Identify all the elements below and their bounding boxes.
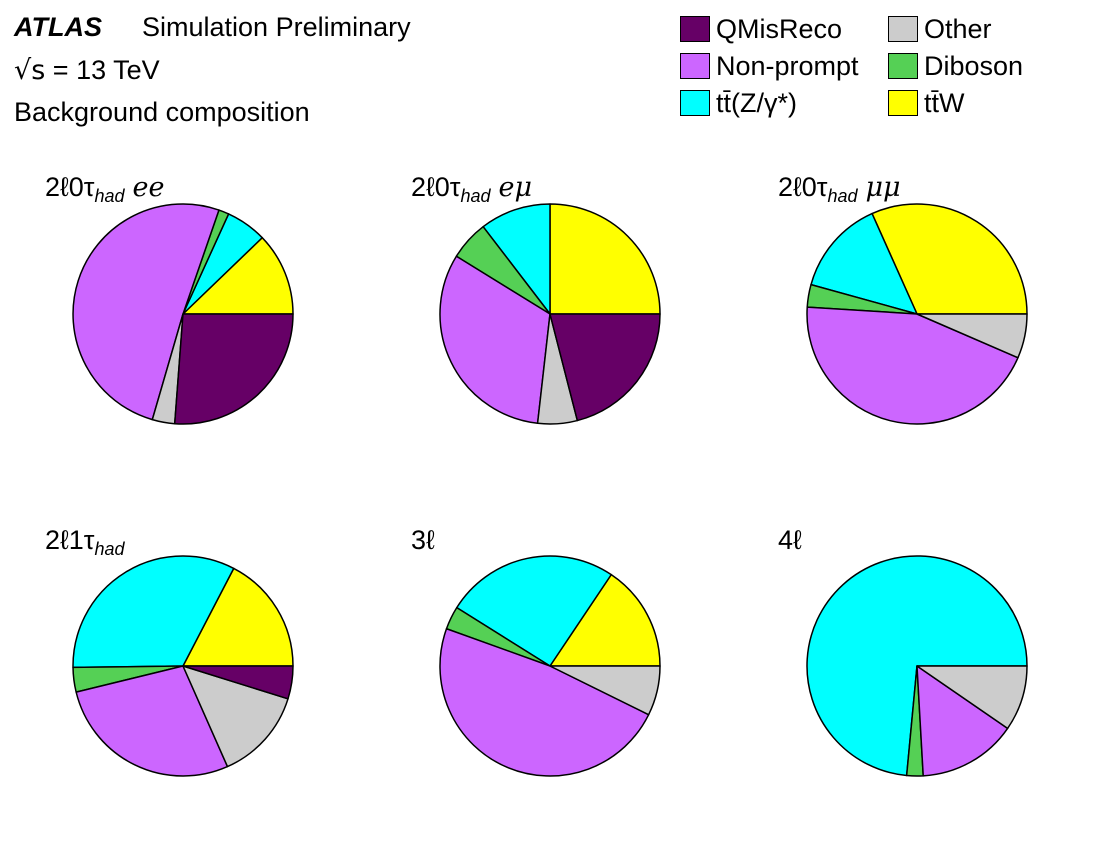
pie-slice-other xyxy=(916,313,1028,359)
legend-item-other: Other xyxy=(888,13,992,45)
pie-title-6: 4ℓ xyxy=(778,525,802,556)
legend-item-ttw: tt̄W xyxy=(888,87,965,119)
pie-slice-ttw xyxy=(549,573,661,667)
legend-label: Diboson xyxy=(924,50,1024,81)
legend-swatch xyxy=(888,16,918,42)
legend-label: tt̄(Z/γ*) xyxy=(716,87,797,118)
header-line-1: ATLAS Simulation Preliminary xyxy=(14,12,411,43)
energy-label: √s = 13 TeV xyxy=(14,55,160,86)
legend-label: Other xyxy=(924,13,992,44)
subtitle: Background composition xyxy=(14,97,310,127)
pie-title-main: 2ℓ1τ xyxy=(45,525,95,555)
pie-title-channel: μμ xyxy=(865,172,901,203)
pie-slice-other xyxy=(549,665,661,716)
legend-item-qmisreco: QMisReco xyxy=(680,13,842,45)
pie-title-main: 2ℓ0τ xyxy=(411,172,461,202)
pie-title-2: 2ℓ0τhad eμ xyxy=(411,172,532,207)
sqrt-s-symbol: √s xyxy=(14,55,46,86)
pie-slice-ttw xyxy=(871,203,1028,315)
pie-slice-non-prompt xyxy=(75,665,229,777)
simulation-label: Simulation Preliminary xyxy=(142,12,411,42)
legend-item-non-prompt: Non-prompt xyxy=(680,50,859,82)
pie-title-subscript: had xyxy=(460,186,491,206)
atlas-label: ATLAS xyxy=(14,12,102,42)
pie-slice-qmisreco xyxy=(182,665,294,700)
pie-slice-ttz xyxy=(456,555,613,667)
pie-title-subscript: had xyxy=(94,186,125,206)
pie-slice-qmisreco xyxy=(173,313,294,425)
legend-swatch xyxy=(680,90,710,116)
pie-slice-non-prompt xyxy=(806,306,1019,425)
pie-title-1: 2ℓ0τhad ee xyxy=(45,172,164,207)
pie-slice-ttz xyxy=(72,555,235,669)
legend-label: QMisReco xyxy=(716,13,843,44)
pie-slice-ttw xyxy=(182,567,294,667)
pie-chart-6 xyxy=(806,555,1028,777)
pie-slice-ttz xyxy=(810,212,918,315)
pie-slice-ttw xyxy=(549,203,661,315)
pie-slice-non-prompt xyxy=(439,255,551,425)
pie-title-channel: eμ xyxy=(498,172,533,203)
pie-title-main: 2ℓ0τ xyxy=(45,172,95,202)
pie-title-3: 2ℓ0τhad μμ xyxy=(778,172,901,207)
pie-slice-non-prompt xyxy=(439,627,650,777)
pie-slice-non-prompt xyxy=(916,665,1009,777)
legend-swatch xyxy=(680,16,710,42)
legend-swatch xyxy=(680,53,710,79)
pie-slice-other xyxy=(916,665,1028,730)
pie-chart-2 xyxy=(439,203,661,425)
pie-slice-ttz xyxy=(482,203,551,315)
legend-item-diboson: Diboson xyxy=(888,50,1023,82)
legend-label: Non-prompt xyxy=(716,50,859,81)
pie-chart-3 xyxy=(806,203,1028,425)
pie-title-subscript: had xyxy=(94,539,125,559)
pie-title-5: 3ℓ xyxy=(411,525,435,556)
pie-slice-non-prompt xyxy=(72,203,220,421)
legend-item-ttz: tt̄(Z/γ*) xyxy=(680,87,797,119)
legend-label: tt̄W xyxy=(924,87,965,118)
legend-swatch xyxy=(888,90,918,116)
pie-slice-ttw xyxy=(182,236,294,315)
pie-title-subscript: had xyxy=(827,186,858,206)
pie-slice-qmisreco xyxy=(549,313,661,422)
pie-title-main: 4ℓ xyxy=(778,525,802,555)
pie-title-channel: ee xyxy=(132,172,165,203)
pie-title-main: 3ℓ xyxy=(411,525,435,555)
pie-chart-1 xyxy=(72,203,294,425)
pie-title-main: 2ℓ0τ xyxy=(778,172,828,202)
pie-chart-4 xyxy=(72,555,294,777)
legend-swatch xyxy=(888,53,918,79)
energy-value: = 13 TeV xyxy=(52,55,160,85)
pie-title-4: 2ℓ1τhad xyxy=(45,525,124,560)
pie-chart-5 xyxy=(439,555,661,777)
